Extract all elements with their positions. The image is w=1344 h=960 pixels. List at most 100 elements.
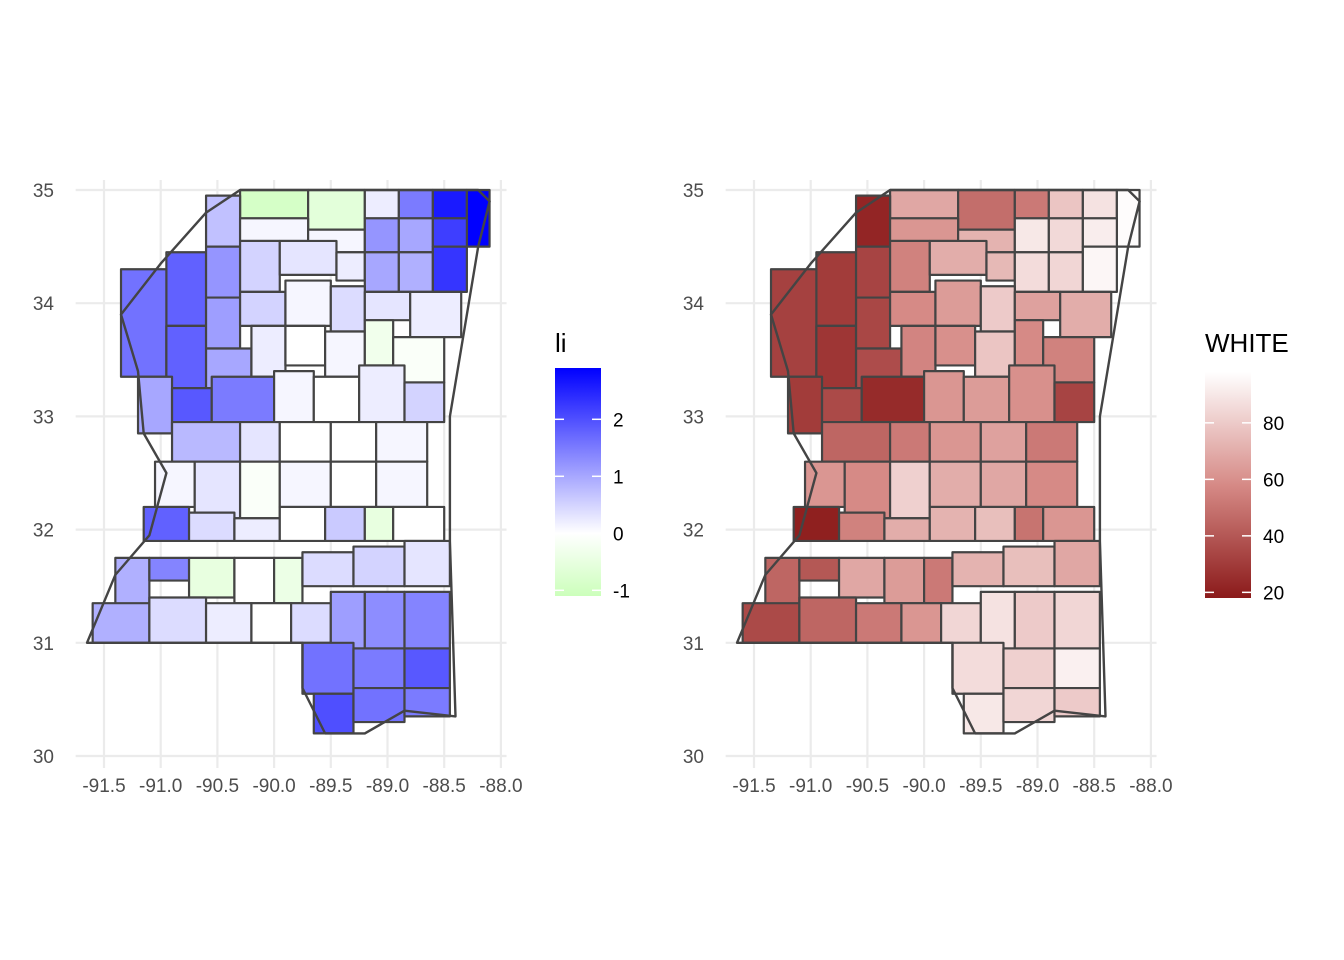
county-polygon[interactable] — [979, 420, 1028, 463]
county-polygon[interactable] — [854, 245, 892, 299]
county-polygon[interactable] — [329, 420, 378, 463]
county-polygon[interactable] — [820, 420, 892, 463]
county-polygon[interactable] — [1042, 505, 1096, 543]
county-polygon[interactable] — [210, 375, 276, 424]
county-polygon[interactable] — [792, 505, 841, 543]
county-polygon[interactable] — [1053, 590, 1101, 650]
county-polygon[interactable] — [1013, 590, 1056, 650]
county-polygon[interactable] — [979, 460, 1028, 509]
county-polygon[interactable] — [301, 641, 355, 695]
county-polygon[interactable] — [1047, 188, 1084, 220]
county-polygon[interactable] — [1013, 319, 1045, 367]
county-polygon[interactable] — [900, 602, 943, 644]
county-polygon[interactable] — [301, 551, 355, 588]
county-polygon[interactable] — [888, 290, 937, 327]
county-polygon[interactable] — [1047, 251, 1084, 293]
county-polygon[interactable] — [284, 324, 327, 367]
county-polygon[interactable] — [204, 194, 242, 248]
county-polygon[interactable] — [928, 460, 982, 509]
county-polygon[interactable] — [985, 251, 1016, 282]
county-polygon[interactable] — [250, 324, 287, 378]
county-polygon[interactable] — [238, 239, 281, 293]
county-polygon[interactable] — [1013, 188, 1050, 220]
county-polygon[interactable] — [204, 296, 242, 350]
county-polygon[interactable] — [238, 420, 281, 463]
county-polygon[interactable] — [335, 251, 366, 282]
county-polygon[interactable] — [352, 647, 406, 690]
county-polygon[interactable] — [329, 285, 366, 333]
county-polygon[interactable] — [1008, 364, 1056, 424]
county-polygon[interactable] — [307, 188, 366, 231]
county-polygon[interactable] — [375, 460, 429, 509]
county-polygon[interactable] — [934, 324, 977, 367]
county-polygon[interactable] — [431, 245, 468, 293]
county-polygon[interactable] — [238, 188, 310, 220]
county-polygon[interactable] — [392, 505, 446, 543]
county-polygon[interactable] — [1013, 251, 1050, 293]
county-polygon[interactable] — [284, 279, 332, 327]
county-polygon[interactable] — [979, 590, 1016, 650]
county-polygon[interactable] — [888, 217, 960, 243]
county-polygon[interactable] — [204, 245, 242, 299]
county-polygon[interactable] — [193, 460, 242, 520]
county-polygon[interactable] — [1013, 217, 1050, 254]
county-polygon[interactable] — [312, 692, 355, 735]
county-polygon[interactable] — [187, 556, 236, 599]
county-polygon[interactable] — [860, 375, 926, 424]
county-polygon[interactable] — [962, 375, 1011, 424]
county-polygon[interactable] — [363, 319, 395, 367]
county-polygon[interactable] — [187, 511, 236, 543]
county-polygon[interactable] — [922, 370, 965, 424]
county-polygon[interactable] — [238, 217, 310, 243]
county-polygon[interactable] — [803, 460, 846, 509]
county-polygon[interactable] — [888, 420, 931, 463]
county-polygon[interactable] — [837, 556, 886, 599]
county-polygon[interactable] — [854, 194, 892, 248]
county-polygon[interactable] — [843, 460, 892, 520]
county-polygon[interactable] — [238, 460, 281, 520]
county-polygon[interactable] — [815, 251, 858, 327]
county-polygon[interactable] — [1081, 217, 1118, 248]
county-polygon[interactable] — [974, 505, 1016, 543]
county-polygon[interactable] — [329, 460, 378, 509]
county-polygon[interactable] — [741, 602, 801, 644]
county-polygon[interactable] — [363, 505, 395, 543]
county-polygon[interactable] — [238, 290, 287, 327]
county-polygon[interactable] — [403, 381, 446, 424]
county-polygon[interactable] — [1013, 290, 1062, 322]
county-polygon[interactable] — [142, 505, 191, 543]
county-polygon[interactable] — [951, 551, 1005, 588]
county-polygon[interactable] — [233, 517, 281, 543]
county-polygon[interactable] — [170, 420, 242, 463]
county-polygon[interactable] — [148, 596, 208, 644]
county-polygon[interactable] — [312, 375, 361, 424]
county-polygon[interactable] — [403, 539, 451, 588]
county-polygon[interactable] — [900, 324, 937, 378]
county-polygon[interactable] — [204, 602, 253, 644]
county-polygon[interactable] — [148, 556, 191, 582]
county-polygon[interactable] — [324, 505, 366, 543]
county-polygon[interactable] — [352, 545, 406, 588]
county-polygon[interactable] — [1053, 647, 1101, 690]
county-polygon[interactable] — [854, 296, 892, 350]
county-polygon[interactable] — [798, 556, 841, 582]
county-polygon[interactable] — [278, 420, 332, 463]
county-polygon[interactable] — [1002, 545, 1056, 588]
county-polygon[interactable] — [397, 188, 434, 220]
county-polygon[interactable] — [397, 217, 434, 254]
county-polygon[interactable] — [403, 590, 451, 650]
county-polygon[interactable] — [1047, 217, 1084, 254]
county-polygon[interactable] — [409, 290, 463, 339]
county-polygon[interactable] — [888, 188, 960, 220]
county-polygon[interactable] — [883, 517, 931, 543]
county-polygon[interactable] — [883, 556, 926, 605]
county-polygon[interactable] — [375, 420, 429, 463]
county-polygon[interactable] — [951, 641, 1005, 695]
county-polygon[interactable] — [928, 420, 982, 463]
county-polygon[interactable] — [1025, 460, 1079, 509]
county-polygon[interactable] — [888, 239, 931, 293]
county-polygon[interactable] — [273, 556, 304, 605]
county-polygon[interactable] — [431, 188, 468, 220]
county-polygon[interactable] — [1081, 245, 1118, 293]
county-polygon[interactable] — [278, 460, 332, 509]
